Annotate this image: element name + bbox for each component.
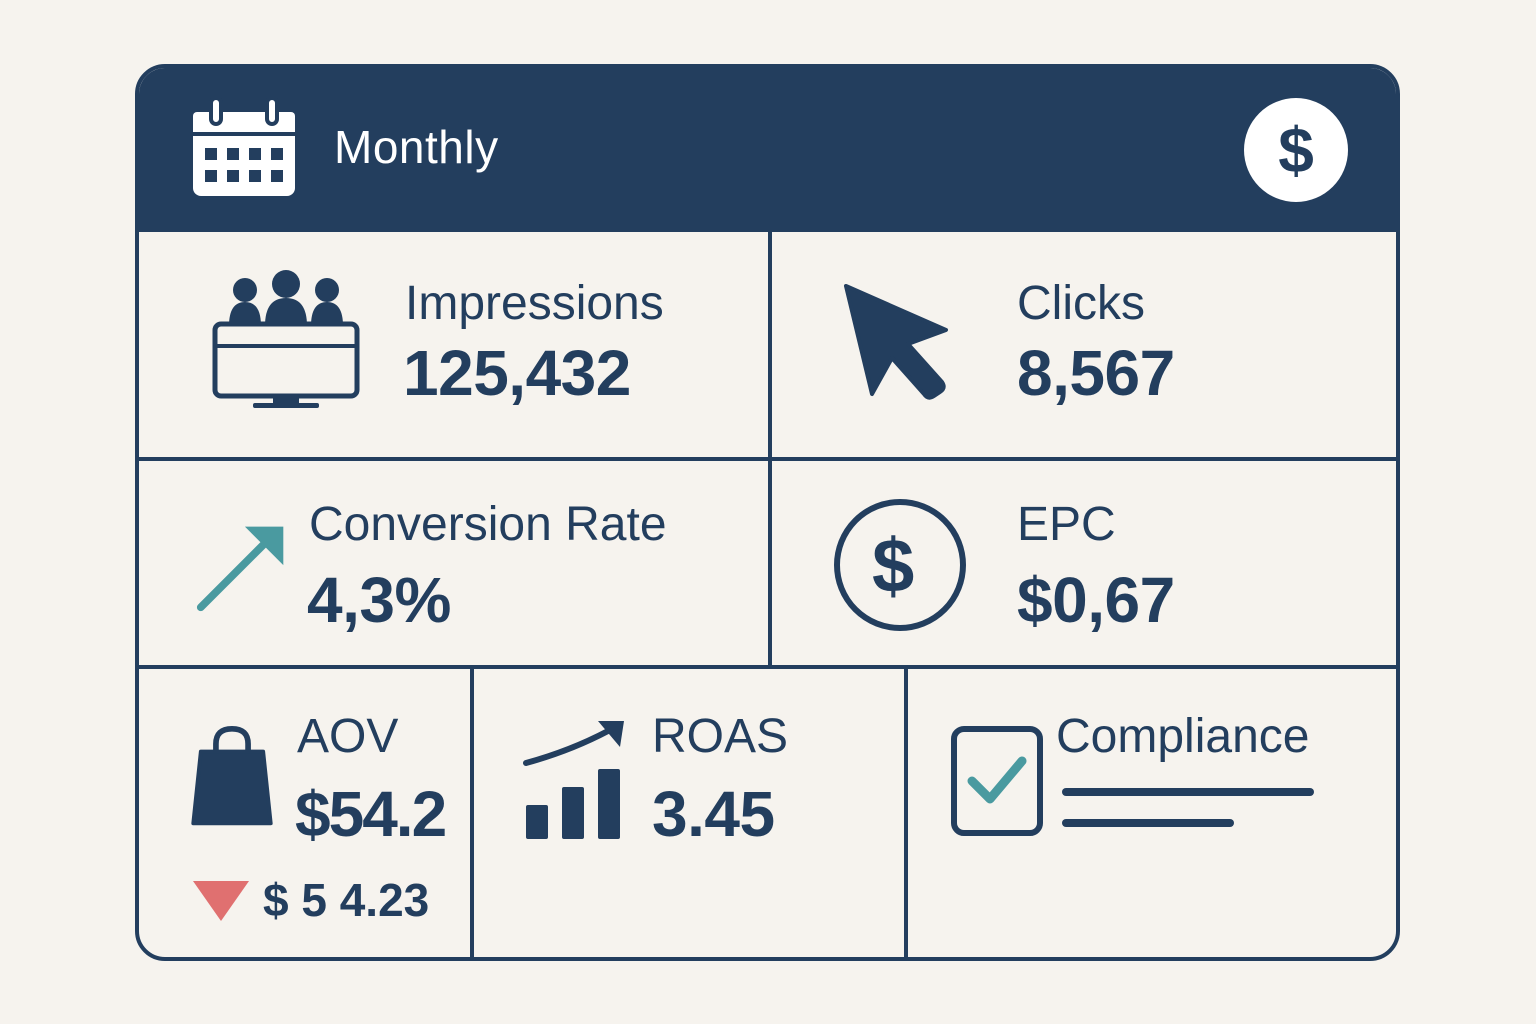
trend-up-arrow-icon xyxy=(196,526,284,612)
compliance-tile[interactable]: Compliance xyxy=(908,669,1396,957)
conversion-rate-tile[interactable]: Conversion Rate 4,3% xyxy=(139,461,768,665)
grid-divider xyxy=(470,667,474,957)
impressions-label: Impressions xyxy=(405,277,664,330)
aov-change-value: $ 5 4.23 xyxy=(263,874,430,926)
period-title: Monthly xyxy=(334,121,499,173)
grid-divider xyxy=(139,665,1396,669)
clicks-tile[interactable]: Clicks 8,567 xyxy=(772,232,1396,457)
roas-value: 3.45 xyxy=(652,778,775,850)
grid-divider xyxy=(768,228,772,667)
calendar-icon xyxy=(193,98,295,196)
checkbox-checked-icon xyxy=(951,726,1043,836)
shopping-bag-icon xyxy=(191,725,273,826)
audience-monitor-icon xyxy=(212,270,360,408)
down-triangle-icon xyxy=(193,881,249,921)
aov-tile[interactable]: AOV $54.2 $ 5 4.23 xyxy=(139,669,470,957)
aov-label: AOV xyxy=(297,710,399,763)
grid-divider xyxy=(139,228,1396,232)
aov-value: $54.2 xyxy=(295,778,447,850)
header-bar: Monthly $ xyxy=(139,68,1396,228)
dollar-circle-icon xyxy=(834,499,966,631)
clicks-value: 8,567 xyxy=(1017,337,1175,409)
grid-divider xyxy=(139,457,1396,461)
conversion-rate-label: Conversion Rate xyxy=(309,498,667,551)
growth-bar-chart-icon xyxy=(523,721,624,839)
epc-dollar-symbol: $ xyxy=(872,524,914,609)
currency-button[interactable]: $ xyxy=(1244,98,1348,202)
epc-value: $0,67 xyxy=(1017,564,1175,636)
grid-divider xyxy=(904,667,908,957)
clicks-label: Clicks xyxy=(1017,277,1145,330)
epc-label: EPC xyxy=(1017,498,1116,551)
conversion-rate-value: 4,3% xyxy=(307,564,451,636)
roas-label: ROAS xyxy=(652,710,789,763)
impressions-tile[interactable]: Impressions 125,432 xyxy=(139,232,768,457)
compliance-text-line xyxy=(1062,819,1234,827)
roas-tile[interactable]: ROAS 3.45 xyxy=(474,669,904,957)
cursor-arrow-icon xyxy=(844,284,948,400)
compliance-label: Compliance xyxy=(1056,710,1310,763)
epc-tile[interactable]: $ EPC $0,67 xyxy=(772,461,1396,665)
impressions-value: 125,432 xyxy=(403,337,631,409)
compliance-text-line xyxy=(1062,788,1314,796)
metrics-dashboard-card: Monthly $ Impressions 125,432 Clicks 8,5… xyxy=(135,64,1400,961)
